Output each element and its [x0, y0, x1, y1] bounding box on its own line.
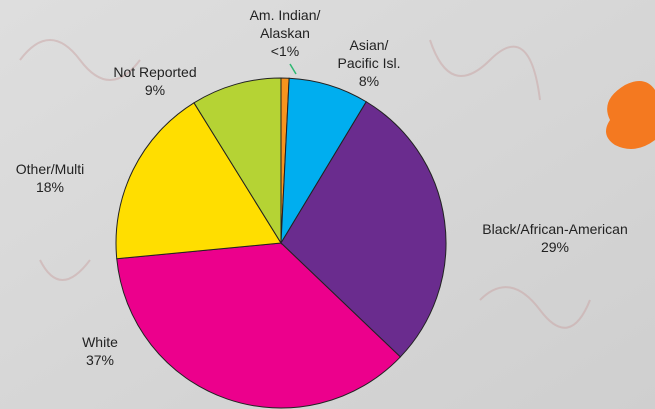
value-label: 29%	[541, 239, 569, 255]
value-label: 18%	[36, 179, 64, 195]
decoration-blob	[606, 81, 655, 149]
value-label: 9%	[145, 82, 165, 98]
pie-slice	[280, 101, 447, 358]
slice-label: Not Reported	[113, 64, 196, 80]
slice-label: Other/Multi	[16, 161, 84, 177]
pie-slice	[115, 102, 282, 260]
value-label: 37%	[86, 352, 114, 368]
leader-line	[289, 63, 297, 75]
pie-slice	[116, 242, 402, 409]
slice-label: Black/African-American	[482, 221, 628, 237]
pie-slice	[193, 77, 282, 245]
background-scribbles	[19, 39, 591, 329]
slice-label: White	[82, 334, 118, 350]
value-label: 8%	[359, 73, 379, 89]
slice-label: Am. Indian/Alaskan	[250, 7, 321, 41]
slice-label: Asian/Pacific Isl.	[337, 37, 400, 71]
value-label: <1%	[271, 43, 299, 59]
